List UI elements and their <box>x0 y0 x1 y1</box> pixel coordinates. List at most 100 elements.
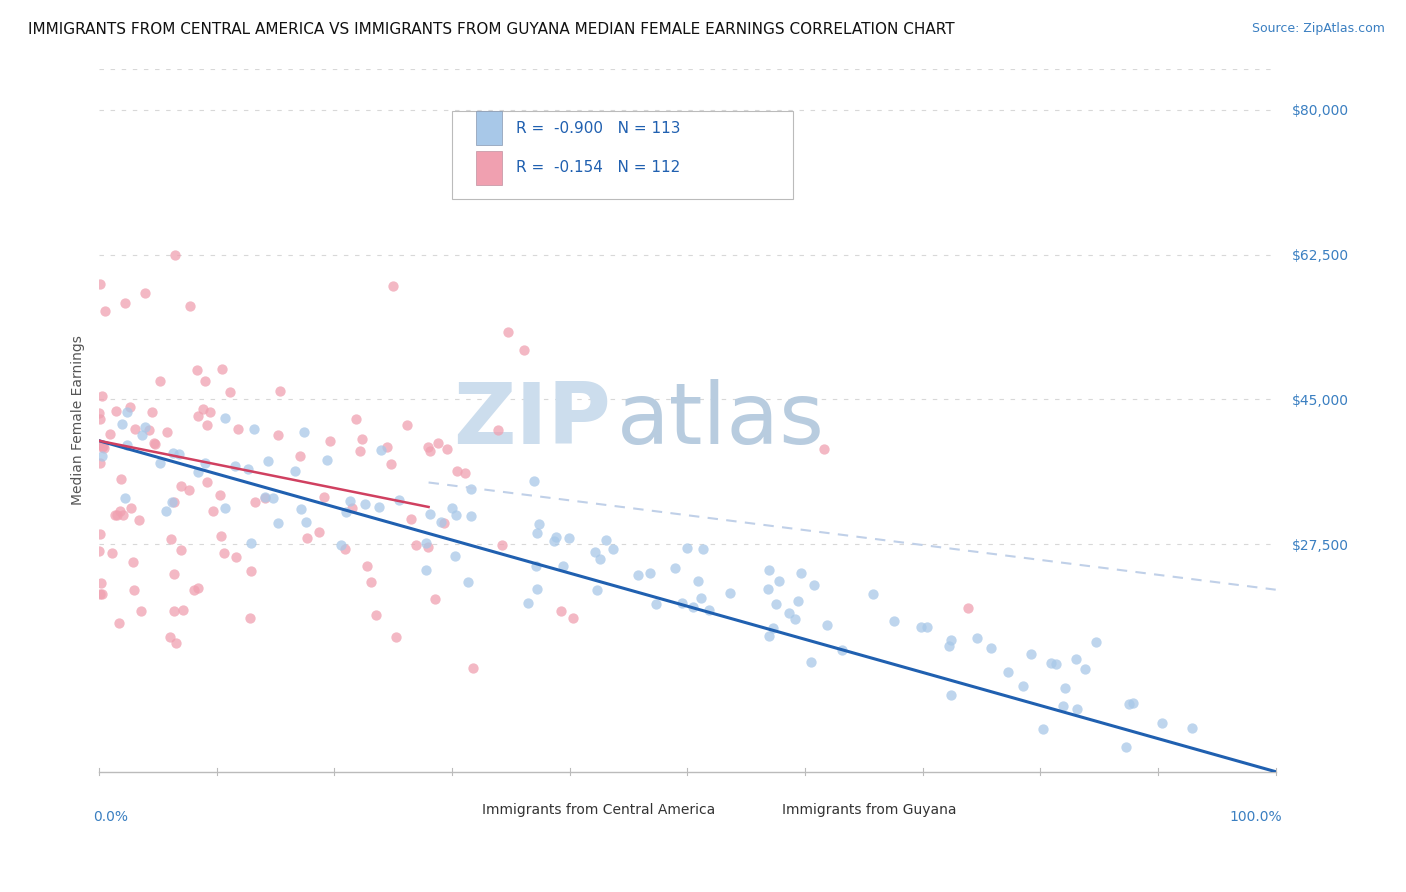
Point <box>91 438 114 452</box>
Point <box>783 612 806 626</box>
Point <box>385 630 408 644</box>
Point <box>177 483 200 497</box>
Point <box>460 482 482 496</box>
Point <box>89 544 111 558</box>
Point <box>172 602 194 616</box>
Point <box>585 582 607 597</box>
Point <box>209 529 232 543</box>
Point <box>124 421 146 435</box>
Point <box>583 545 606 559</box>
Point <box>89 412 111 426</box>
Point <box>149 374 172 388</box>
Point <box>675 541 697 555</box>
Point <box>143 436 166 450</box>
Point <box>1019 647 1042 661</box>
Point <box>212 546 235 560</box>
Point <box>267 428 290 442</box>
Text: ZIP: ZIP <box>453 378 612 462</box>
Point <box>243 495 266 509</box>
Point <box>143 436 166 450</box>
Point <box>90 449 112 463</box>
Point <box>308 525 330 540</box>
FancyBboxPatch shape <box>453 802 471 817</box>
Point <box>457 575 479 590</box>
Point <box>454 466 477 480</box>
Point <box>460 508 482 523</box>
Point <box>558 531 581 545</box>
Point <box>375 440 398 454</box>
Point <box>645 597 668 611</box>
Point <box>179 299 201 313</box>
Point <box>1064 652 1087 666</box>
Point <box>90 440 112 454</box>
Point <box>225 549 247 564</box>
Point <box>803 578 825 592</box>
Point <box>208 488 231 502</box>
Point <box>432 516 454 530</box>
Point <box>938 640 960 654</box>
Point <box>115 437 138 451</box>
Text: R =  -0.154   N = 112: R = -0.154 N = 112 <box>516 161 681 175</box>
Text: Source: ZipAtlas.com: Source: ZipAtlas.com <box>1251 22 1385 36</box>
Point <box>111 417 134 432</box>
Point <box>194 374 217 388</box>
Point <box>526 582 548 596</box>
Point <box>426 436 449 450</box>
Point <box>226 422 249 436</box>
Point <box>562 611 585 625</box>
Point <box>496 325 519 339</box>
Point <box>254 490 277 504</box>
Point <box>790 566 813 581</box>
Point <box>491 538 513 552</box>
Point <box>1181 721 1204 735</box>
Point <box>425 591 447 606</box>
Point <box>350 433 373 447</box>
Point <box>187 409 209 423</box>
Point <box>543 534 565 549</box>
Point <box>202 504 225 518</box>
Point <box>692 541 714 556</box>
Point <box>295 516 318 530</box>
Text: 0.0%: 0.0% <box>93 810 128 824</box>
Point <box>966 631 988 645</box>
Point <box>756 582 779 596</box>
Point <box>159 631 181 645</box>
Point <box>399 512 422 526</box>
Text: 100.0%: 100.0% <box>1229 810 1282 824</box>
Point <box>149 456 172 470</box>
Point <box>141 405 163 419</box>
Point <box>269 384 291 398</box>
Point <box>156 425 179 439</box>
Point <box>335 505 357 519</box>
Point <box>105 508 128 523</box>
Point <box>89 457 111 471</box>
Point <box>1118 697 1140 711</box>
Point <box>671 596 693 610</box>
Point <box>110 504 132 518</box>
Point <box>195 475 218 489</box>
Point <box>883 614 905 628</box>
Point <box>239 535 262 549</box>
Point <box>195 418 218 433</box>
Text: atlas: atlas <box>617 378 825 462</box>
Point <box>114 296 136 310</box>
Point <box>354 497 377 511</box>
Point <box>602 542 624 557</box>
Point <box>262 491 284 505</box>
Point <box>170 543 193 558</box>
Point <box>155 504 177 518</box>
Point <box>134 420 156 434</box>
Point <box>915 620 938 634</box>
Point <box>718 586 741 600</box>
Point <box>1074 662 1097 676</box>
Point <box>419 508 441 522</box>
Point <box>89 277 111 292</box>
Point <box>238 462 260 476</box>
Point <box>1032 723 1054 737</box>
Point <box>765 597 787 611</box>
Point <box>697 603 720 617</box>
Point <box>1045 657 1067 671</box>
Point <box>314 491 336 505</box>
Point <box>429 516 451 530</box>
Point <box>183 582 205 597</box>
